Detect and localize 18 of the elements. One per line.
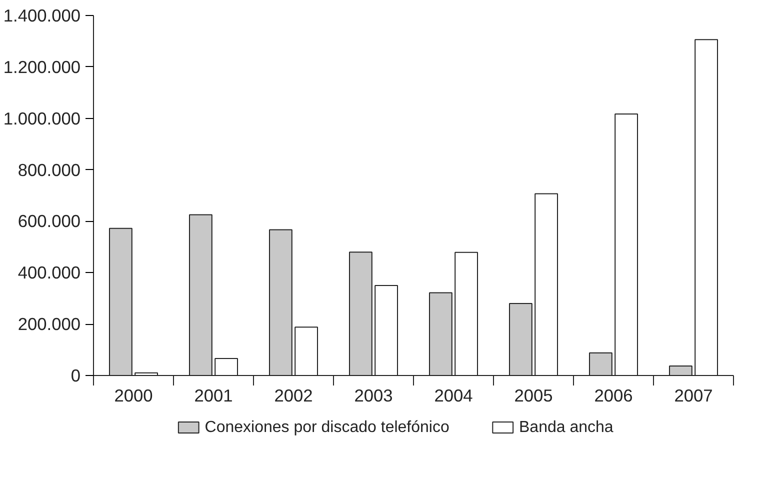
x-tick-label: 2002	[274, 386, 313, 406]
x-tick-label: 2005	[514, 386, 553, 406]
x-tick-label: 2006	[594, 386, 633, 406]
legend-label: Banda ancha	[519, 419, 614, 436]
y-tick-label: 1.200.000	[3, 56, 81, 77]
x-tick-label: 2000	[114, 386, 153, 406]
y-tick-label: 800.000	[18, 160, 81, 180]
y-tick-label: 400.000	[18, 262, 81, 283]
y-tick-label: 1.000.000	[3, 108, 81, 128]
y-tick-label: 0	[70, 366, 81, 386]
x-tick-label: 2003	[354, 386, 393, 406]
y-tick-label: 600.000	[18, 211, 81, 232]
legend-label: Conexiones por discado telefónico	[204, 419, 450, 436]
x-tick-label: 2007	[674, 386, 713, 406]
x-tick-label: 2004	[434, 386, 474, 406]
y-tick-label: 1.400.000	[3, 6, 81, 26]
x-tick-label: 2001	[194, 386, 233, 406]
y-tick-label: 200.000	[18, 314, 81, 334]
